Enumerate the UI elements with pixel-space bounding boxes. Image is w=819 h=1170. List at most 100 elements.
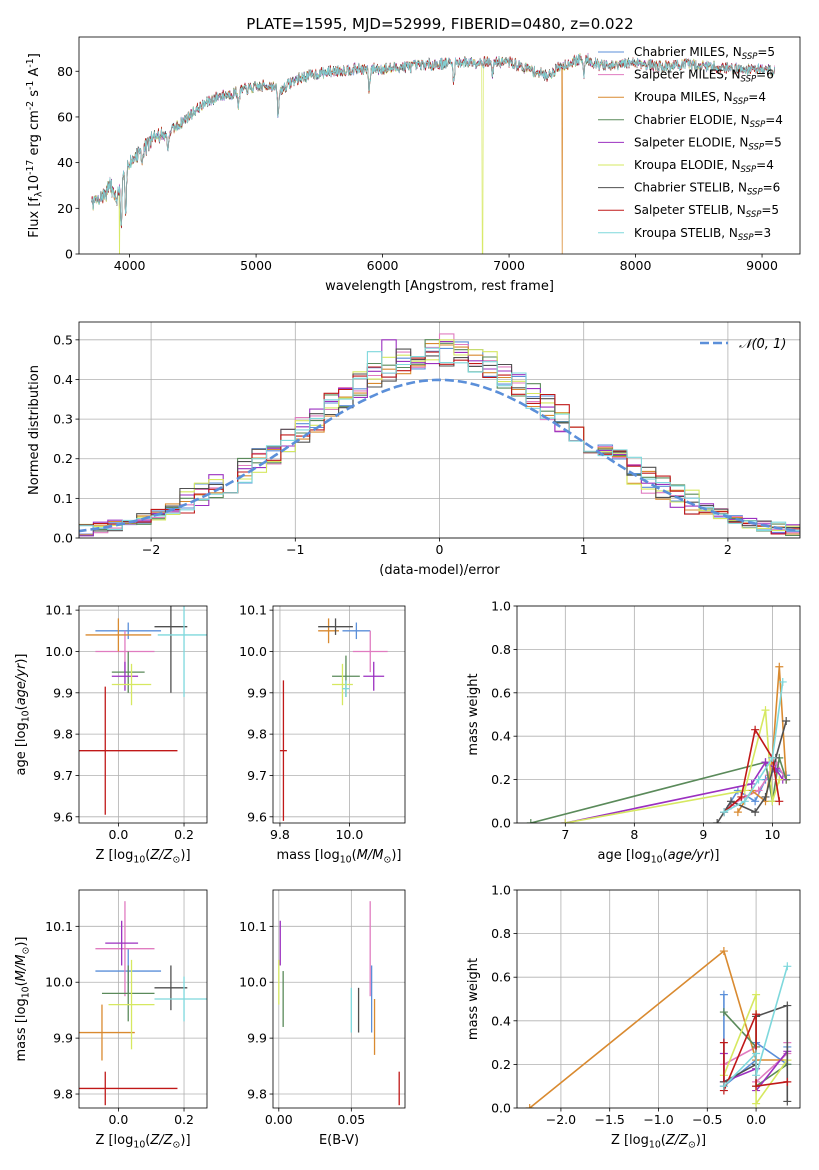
y-axis-label: Normed distribution [27,365,42,495]
x-tick-label: 10 [764,827,780,842]
x-axis-label: (data-model)/error [379,563,500,578]
x-tick-label: 10.0 [335,827,363,842]
plot-area [79,333,800,538]
plot-area [91,52,776,254]
series-point [740,797,749,806]
series-point [775,797,784,806]
series-salpeter-elodie [561,758,787,823]
y-tick-label: 10.1 [239,603,267,618]
x-tick-label: 9000 [746,258,778,273]
series-point [752,1071,761,1080]
panel-mass-vs-extinction: 0.00 0.05 9.8 9.9 10.0 10.1 E(B-V) [239,889,406,1148]
series-point [737,792,746,801]
x-tick-label: 0.0 [746,1112,766,1127]
axes-frame [78,605,208,824]
errorbar-chabrier-stelib [154,606,188,693]
x-tick-label: 0.00 [265,1112,293,1127]
y-tick-label: 9.8 [247,727,267,742]
y-axis-label: mass weight [466,673,481,755]
plot-area [279,618,388,821]
y-tick-label: 10.0 [239,644,267,659]
errorbar-salpeter-stelib [279,680,287,821]
x-axis-label: mass [log10​(M/M⊙​)] [277,848,402,865]
spectrum-line-kroupa-stelib [91,54,776,227]
y-tick-label: 10.1 [45,603,73,618]
plot-area [525,947,792,1108]
errorbar-chabrier-miles [342,622,371,640]
y-tick-label: 0.0 [53,531,73,546]
errorbar-kroupa-elodie [332,663,353,706]
series-point [761,706,770,715]
series-point [525,1104,534,1108]
y-tick-label: 1.0 [491,599,511,614]
legend-entry-gaussian: 𝒩(0, 1) [739,337,786,352]
series-point [752,990,761,999]
x-tick-label: 9.8 [270,827,290,842]
panel-spectrum: 4000 5000 6000 7000 8000 9000 0 20 40 60 80 wavelen… [25,36,801,294]
x-tick-label: 0.05 [337,1112,365,1127]
y-tick-label: 9.7 [247,768,267,783]
y-axis-label: mass [log10​(M/M⊙​)] [14,937,31,1062]
panel-age-vs-mass: 9.8 10.0 9.6 9.7 9.8 9.9 10.0 10.1 mass [log10​(… [239,603,406,865]
series-point [752,1082,761,1091]
x-tick-label: −0.5 [692,1112,722,1127]
y-tick-label: 0.6 [491,970,511,985]
y-tick-label: 0.0 [491,816,511,831]
y-tick-label: 9.8 [247,1087,267,1102]
series-point [719,947,728,956]
x-tick-label: 5000 [240,258,272,273]
y-tick-label: 0.5 [53,332,73,347]
y-tick-label: 0.8 [491,926,511,941]
series-point [720,808,729,817]
legend-entry-chabrier-miles: Chabrier MILES, NSSP=5 [634,45,775,62]
x-tick-label: 6000 [367,258,399,273]
y-tick-label: 9.8 [53,1087,73,1102]
grid [273,606,405,823]
series-point [747,779,756,788]
x-tick-label: 0 [436,542,444,557]
series-point [761,758,770,767]
series-point [561,819,570,823]
grid [79,890,207,1108]
x-tick-label: −1 [286,542,304,557]
errorbar-kroupa-elodie [108,959,155,1050]
y-tick-label: 0.0 [491,1101,511,1116]
y-tick-label: 0.4 [53,372,73,387]
y-tick-label: 9.9 [247,685,267,700]
errorbar-salpeter-elodie [111,661,139,691]
series-point [726,797,735,806]
plot-area [526,662,791,823]
series-point [768,797,777,806]
y-tick-label: 0.2 [491,772,511,787]
x-tick-label: 0.2 [174,827,194,842]
y-tick-label: 60 [57,109,73,124]
gaussian-curve [79,378,800,533]
panel-age-vs-metallicity: 0.0 0.2 9.6 9.7 9.8 9.9 10.0 10.1 Z [log10​(Z/Z⊙… [14,603,208,865]
errorbar-kroupa-miles [85,618,152,652]
series-point [719,1082,728,1091]
legend-entry-chabrier-stelib: Chabrier STELIB, NSSP=6 [634,181,780,198]
x-axis-label: E(B-V) [319,1133,359,1148]
figure-title: PLATE=1595, MJD=52999, FIBERID=0480, z=0… [246,15,633,33]
x-tick-label: 0.0 [108,827,128,842]
series-point [713,819,722,823]
grid [273,890,405,1108]
series-point [783,1077,792,1086]
y-tick-label: 10.1 [239,919,267,934]
panel-mass-vs-metallicity: 0.0 0.2 9.8 9.9 10.0 10.1 Z [log10​(Z/Z⊙​)] mas… [14,889,208,1150]
x-tick-label: 7 [561,827,569,842]
series-point [761,792,770,801]
y-tick-label: 9.9 [53,1031,73,1046]
legend-entry-kroupa-stelib: Kroupa STELIB, NSSP=3 [634,226,771,243]
series-kroupa-stelib [719,962,792,1091]
y-axis-label: Flux [fλ​10-17​ erg cm-2​ s-1​ A-1​] [25,53,44,238]
y-tick-label: 40 [57,155,73,170]
legend-entry-salpeter-miles: Salpeter MILES, NSSP=6 [634,68,774,85]
legend-entry-kroupa-miles: Kroupa MILES, NSSP=4 [634,90,766,107]
series-point [719,990,728,999]
errorbar-salpeter-miles [95,901,155,997]
series-point [783,962,792,971]
y-tick-label: 10.0 [239,975,267,990]
legend-entry-kroupa-elodie: Kroupa ELODIE, NSSP=4 [634,158,774,175]
